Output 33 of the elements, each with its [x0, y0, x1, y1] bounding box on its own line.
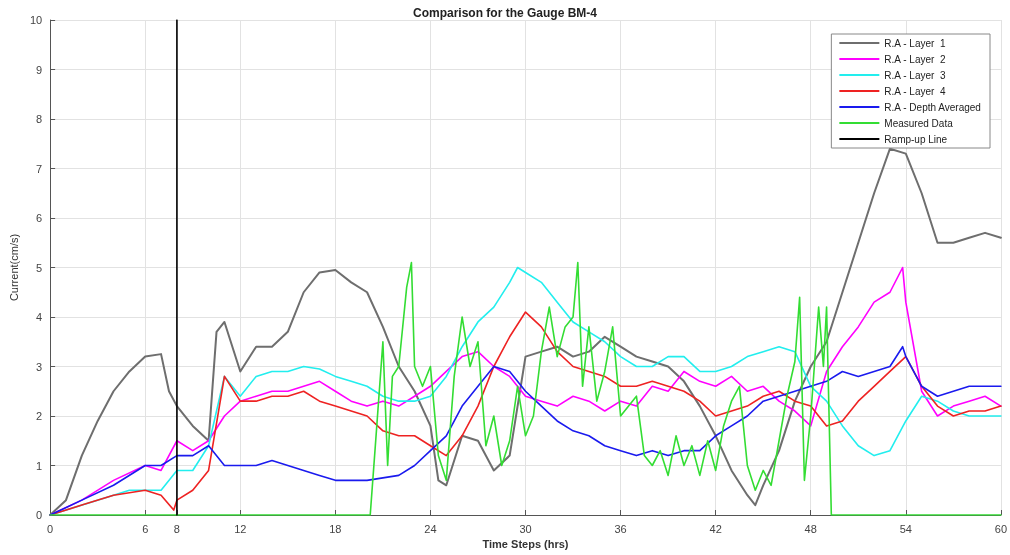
- x-tick-label: 60: [994, 522, 1008, 535]
- x-tick-label: 36: [614, 522, 627, 535]
- x-tick-label: 0: [47, 522, 54, 535]
- y-tick-label: 9: [36, 63, 43, 76]
- x-tick-label: 8: [173, 522, 180, 535]
- legend-label: R.A - Layer 3: [884, 69, 946, 81]
- y-tick-label: 1: [36, 459, 43, 472]
- y-tick-label: 6: [36, 212, 43, 224]
- legend-label: R.A - Layer 1: [884, 37, 946, 49]
- x-tick-label: 24: [424, 522, 437, 535]
- legend-label: Ramp-up Line: [884, 133, 948, 145]
- x-tick-label: 18: [329, 522, 342, 535]
- x-tick-label: 30: [519, 522, 532, 535]
- y-tick-label: 0: [36, 509, 43, 521]
- y-tick-label: 4: [36, 311, 43, 323]
- y-tick-label: 5: [36, 261, 43, 274]
- y-tick-label: 3: [36, 360, 43, 373]
- legend-label: R.A - Layer 4: [884, 85, 946, 97]
- y-axis-title: Current(cm/s): [7, 233, 20, 302]
- x-tick-label: 54: [899, 522, 912, 535]
- y-tick-label: 8: [36, 113, 43, 125]
- x-tick-label: 42: [709, 522, 722, 535]
- legend-label: Measured Data: [884, 117, 954, 129]
- x-axis-title: Time Steps (hrs): [482, 538, 569, 551]
- x-tick-label: 48: [804, 522, 817, 535]
- chart-title: Comparison for the Gauge BM-4: [412, 6, 598, 20]
- y-tick-label: 7: [36, 162, 43, 175]
- x-tick-label: 12: [234, 522, 247, 535]
- legend-label: R.A - Depth Averaged: [884, 101, 981, 113]
- y-tick-label: 10: [29, 14, 43, 26]
- x-tick-label: 6: [142, 522, 149, 535]
- y-tick-label: 2: [36, 410, 43, 422]
- legend-label: R.A - Layer 2: [884, 53, 946, 65]
